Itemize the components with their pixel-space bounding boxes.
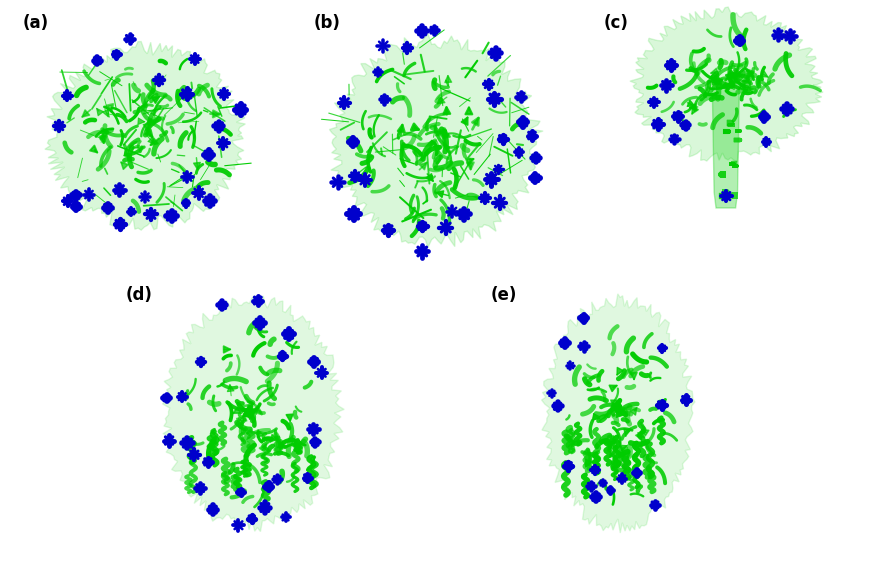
Polygon shape — [45, 41, 246, 230]
Polygon shape — [542, 294, 695, 533]
Text: (a): (a) — [23, 14, 49, 32]
Polygon shape — [162, 295, 344, 531]
Text: (b): (b) — [314, 14, 340, 32]
Text: (d): (d) — [125, 286, 152, 304]
Polygon shape — [630, 7, 823, 162]
Polygon shape — [712, 79, 739, 208]
Text: (c): (c) — [604, 14, 629, 32]
Text: (e): (e) — [491, 286, 517, 304]
Polygon shape — [329, 33, 544, 247]
